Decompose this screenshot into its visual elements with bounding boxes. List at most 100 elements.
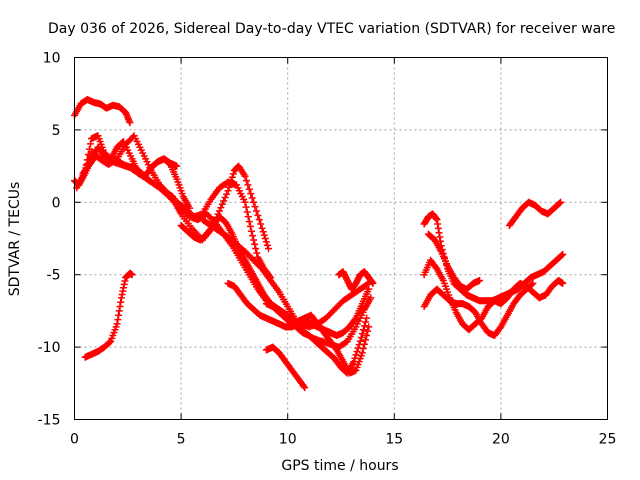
data-point <box>247 227 255 235</box>
x-tick-labels: 0 5 10 15 20 25 <box>70 432 616 448</box>
series-track-14 <box>420 279 537 340</box>
data-point <box>229 170 237 178</box>
data-point <box>218 200 226 208</box>
data-point <box>247 190 255 198</box>
data-point <box>300 382 308 390</box>
x-tick-label: 20 <box>492 432 510 448</box>
data-point <box>246 222 254 230</box>
data-point <box>255 216 263 224</box>
chart-title: Day 036 of 2026, Sidereal Day-to-day VTE… <box>48 21 615 37</box>
data-point <box>223 190 231 198</box>
series-track-11 <box>262 343 309 392</box>
y-tick-label: -5 <box>47 268 61 284</box>
series-track-17 <box>147 155 194 212</box>
data-point <box>351 354 359 362</box>
data-point <box>358 349 366 357</box>
series-track-18 <box>177 213 371 377</box>
series-track-6 <box>198 216 375 351</box>
data-point <box>220 197 228 205</box>
data-point <box>128 271 136 279</box>
data-point <box>244 181 252 189</box>
data-point <box>364 327 372 335</box>
x-axis-label: GPS time / hours <box>281 458 398 474</box>
data-point <box>476 276 484 284</box>
data-point <box>369 279 377 287</box>
series-track-15 <box>424 230 484 293</box>
data-point <box>106 338 114 346</box>
data-point <box>249 232 257 240</box>
y-tick-label: -15 <box>38 413 61 429</box>
data-point <box>86 140 94 148</box>
data-point <box>244 213 252 221</box>
data-point <box>253 249 261 257</box>
data-point <box>558 251 566 259</box>
data-point <box>556 199 564 207</box>
x-tick-label: 5 <box>177 432 186 448</box>
data-point <box>354 344 362 352</box>
data-point <box>357 333 365 341</box>
data-point <box>250 236 258 244</box>
data-point <box>242 203 250 211</box>
data-point <box>259 228 267 236</box>
y-tick-label: -10 <box>38 340 61 356</box>
data-point <box>258 224 266 232</box>
data-point <box>365 285 373 293</box>
data-point <box>221 193 229 201</box>
series-track-9 <box>335 268 377 293</box>
data-point <box>251 240 259 248</box>
data-point <box>528 280 536 288</box>
data-point <box>254 211 262 219</box>
data-point <box>365 323 373 331</box>
data-point <box>243 208 251 216</box>
data-point <box>186 204 194 212</box>
y-tick-label: 5 <box>52 123 61 139</box>
data-point <box>224 187 232 195</box>
x-tick-label: 0 <box>70 432 79 448</box>
data-point <box>363 332 371 340</box>
axis-ticks <box>74 57 608 420</box>
data-point <box>245 218 253 226</box>
x-tick-label: 25 <box>599 432 617 448</box>
data-point <box>350 358 358 366</box>
data-point <box>242 177 250 185</box>
y-tick-label: 0 <box>52 195 61 211</box>
data-point <box>126 119 134 127</box>
data-point <box>352 351 360 359</box>
data-point <box>363 314 371 322</box>
data-point <box>228 173 236 181</box>
series-track-16 <box>505 198 565 229</box>
data-point <box>241 198 249 206</box>
data-point <box>84 151 92 159</box>
data-point <box>262 238 270 246</box>
data-point <box>261 235 269 242</box>
data-point <box>260 231 268 239</box>
data-point <box>363 280 371 288</box>
series-track-1 <box>71 95 134 127</box>
data-point <box>248 194 256 202</box>
data-point <box>252 207 260 215</box>
data-point <box>529 279 537 287</box>
data-point <box>252 245 260 253</box>
data-point <box>173 162 181 170</box>
data-point <box>351 316 359 324</box>
data-point <box>245 185 253 193</box>
data-point <box>557 198 565 206</box>
y-tick-label: 10 <box>43 51 61 67</box>
data-point <box>559 279 567 287</box>
data-point <box>241 172 249 180</box>
data-point <box>257 220 265 228</box>
series-track-5 <box>79 152 373 331</box>
data-points <box>71 95 567 392</box>
series-track-7 <box>224 279 373 377</box>
x-tick-label: 15 <box>385 432 403 448</box>
y-axis-label: SDTVAR / TECUs <box>7 182 23 297</box>
plot-frame <box>74 57 608 420</box>
data-point <box>360 322 368 330</box>
data-point <box>301 384 309 392</box>
data-point <box>85 145 93 153</box>
data-point <box>362 318 370 326</box>
data-point <box>559 250 567 258</box>
y-tick-labels: -15 -10 -5 0 5 10 <box>38 51 61 429</box>
data-point <box>250 198 258 206</box>
